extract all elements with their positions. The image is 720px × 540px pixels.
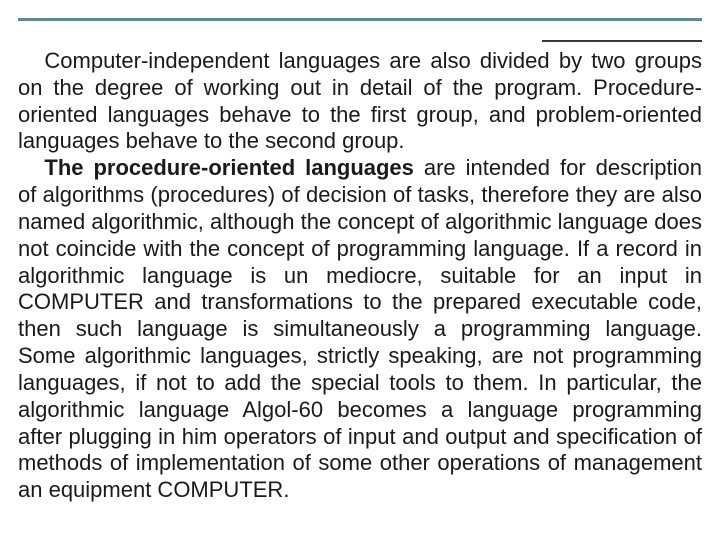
paragraph-2: The procedure-oriented languages are int…: [18, 155, 702, 504]
corner-horizontal-rule: [542, 40, 702, 42]
slide: Computer-independent languages are also …: [0, 0, 720, 540]
para2-text: are intended for description of algorith…: [18, 155, 702, 502]
para2-lead-bold: The procedure-oriented languages: [44, 155, 414, 180]
body-text: Computer-independent languages are also …: [18, 48, 702, 504]
paragraph-1: Computer-independent languages are also …: [18, 48, 702, 155]
top-horizontal-rule: [18, 18, 702, 21]
para1-text: Computer-independent languages are also …: [18, 48, 702, 153]
